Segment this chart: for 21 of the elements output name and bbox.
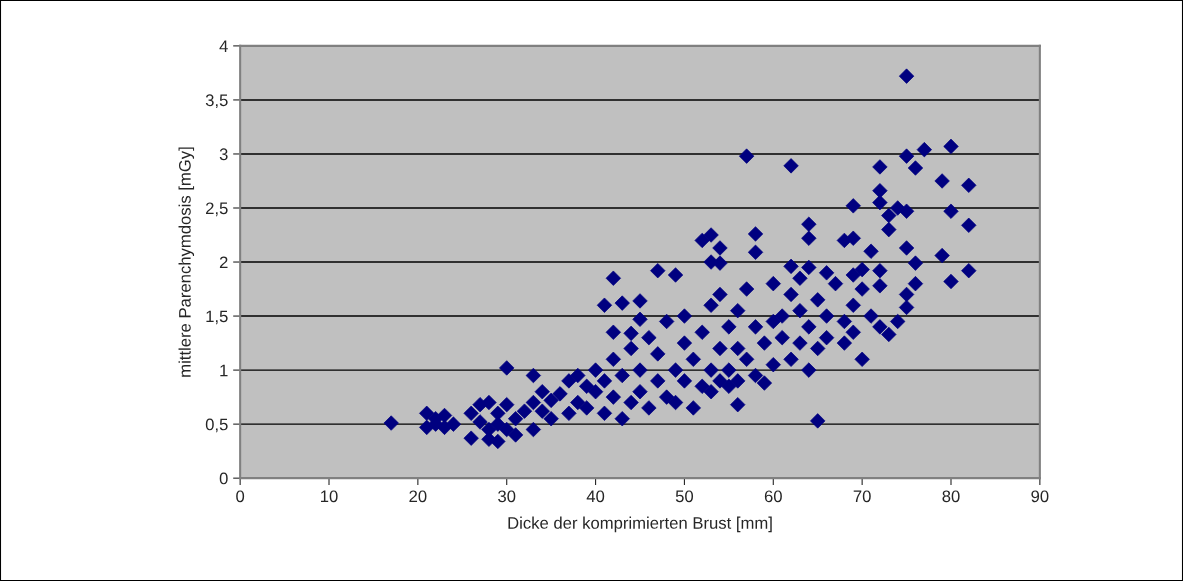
x-axis-title: Dicke der komprimierten Brust [mm] xyxy=(508,516,772,533)
x-tick-label: 10 xyxy=(321,490,338,503)
x-tick-label: 90 xyxy=(1031,490,1049,503)
x-tick-label: 60 xyxy=(764,490,782,503)
y-tick-label: 0 xyxy=(219,472,228,485)
y-tick-label: 3,5 xyxy=(205,94,228,109)
x-tick-label: 20 xyxy=(409,490,427,503)
x-tick-label: 80 xyxy=(942,490,960,503)
y-tick-label: 0,5 xyxy=(205,418,228,433)
x-tick-label: 40 xyxy=(586,490,605,503)
y-tick-label: 2,5 xyxy=(206,202,228,217)
y-tick-label: 3 xyxy=(219,148,228,161)
x-tick-label: 50 xyxy=(675,490,694,503)
y-tick-label: 4 xyxy=(219,40,228,52)
y-axis-title: mittlere Parenchymdosis [mGy] xyxy=(178,147,195,377)
y-tick-label: 2 xyxy=(219,256,228,269)
y-tick-label: 1,5 xyxy=(206,310,228,325)
y-tick-label: 1 xyxy=(220,364,228,377)
x-tick-label: 0 xyxy=(236,490,245,503)
x-tick-label: 70 xyxy=(853,490,871,503)
x-tick-label: 30 xyxy=(498,490,516,503)
